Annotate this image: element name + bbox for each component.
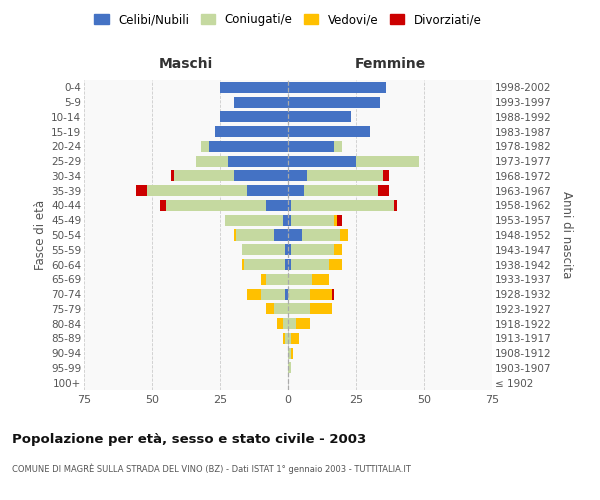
- Bar: [337, 214, 343, 226]
- Text: Femmine: Femmine: [355, 57, 425, 71]
- Bar: [136, 185, 146, 196]
- Bar: [288, 244, 291, 256]
- Bar: [288, 362, 291, 374]
- Bar: [174, 170, 233, 181]
- Bar: [209, 141, 288, 152]
- Bar: [340, 230, 348, 240]
- Bar: [304, 185, 378, 196]
- Bar: [288, 214, 291, 226]
- Bar: [247, 288, 261, 300]
- Bar: [378, 185, 389, 196]
- Bar: [283, 318, 288, 329]
- Text: Popolazione per età, sesso e stato civile - 2003: Popolazione per età, sesso e stato civil…: [12, 432, 366, 446]
- Bar: [296, 318, 310, 329]
- Bar: [291, 348, 293, 358]
- Bar: [310, 304, 332, 314]
- Bar: [291, 200, 394, 211]
- Bar: [302, 230, 340, 240]
- Bar: [285, 259, 288, 270]
- Bar: [261, 274, 266, 285]
- Bar: [310, 288, 332, 300]
- Bar: [220, 82, 288, 93]
- Bar: [288, 333, 291, 344]
- Bar: [288, 288, 310, 300]
- Bar: [233, 96, 288, 108]
- Bar: [146, 185, 247, 196]
- Bar: [266, 304, 274, 314]
- Bar: [288, 318, 296, 329]
- Bar: [334, 244, 343, 256]
- Bar: [291, 259, 329, 270]
- Bar: [288, 96, 380, 108]
- Bar: [247, 185, 288, 196]
- Bar: [288, 200, 291, 211]
- Bar: [277, 318, 283, 329]
- Bar: [288, 141, 334, 152]
- Legend: Celibi/Nubili, Coniugati/e, Vedovi/e, Divorziati/e: Celibi/Nubili, Coniugati/e, Vedovi/e, Di…: [89, 8, 487, 31]
- Bar: [201, 141, 209, 152]
- Bar: [334, 141, 343, 152]
- Bar: [244, 259, 285, 270]
- Bar: [283, 214, 288, 226]
- Bar: [288, 112, 350, 122]
- Bar: [394, 200, 397, 211]
- Bar: [274, 230, 288, 240]
- Y-axis label: Fasce di età: Fasce di età: [34, 200, 47, 270]
- Bar: [285, 333, 288, 344]
- Bar: [283, 333, 285, 344]
- Bar: [285, 288, 288, 300]
- Bar: [383, 170, 389, 181]
- Bar: [334, 214, 337, 226]
- Bar: [288, 126, 370, 137]
- Bar: [288, 259, 291, 270]
- Bar: [291, 333, 299, 344]
- Bar: [288, 185, 304, 196]
- Bar: [288, 156, 356, 166]
- Bar: [233, 170, 288, 181]
- Bar: [233, 230, 236, 240]
- Bar: [329, 259, 343, 270]
- Bar: [285, 244, 288, 256]
- Bar: [160, 200, 166, 211]
- Bar: [261, 288, 285, 300]
- Bar: [266, 274, 288, 285]
- Bar: [288, 170, 307, 181]
- Bar: [166, 200, 266, 211]
- Bar: [228, 156, 288, 166]
- Bar: [215, 126, 288, 137]
- Bar: [288, 82, 386, 93]
- Text: Maschi: Maschi: [159, 57, 213, 71]
- Bar: [236, 230, 274, 240]
- Bar: [288, 274, 313, 285]
- Bar: [171, 170, 174, 181]
- Bar: [196, 156, 228, 166]
- Bar: [274, 304, 288, 314]
- Bar: [242, 259, 244, 270]
- Bar: [266, 200, 288, 211]
- Bar: [291, 214, 334, 226]
- Bar: [220, 112, 288, 122]
- Bar: [313, 274, 329, 285]
- Bar: [288, 304, 310, 314]
- Bar: [288, 230, 302, 240]
- Text: COMUNE DI MAGRÈ SULLA STRADA DEL VINO (BZ) - Dati ISTAT 1° gennaio 2003 - TUTTIT: COMUNE DI MAGRÈ SULLA STRADA DEL VINO (B…: [12, 464, 411, 474]
- Bar: [307, 170, 383, 181]
- Bar: [242, 244, 285, 256]
- Bar: [226, 214, 283, 226]
- Bar: [356, 156, 419, 166]
- Bar: [291, 244, 334, 256]
- Bar: [332, 288, 334, 300]
- Y-axis label: Anni di nascita: Anni di nascita: [560, 192, 573, 278]
- Bar: [288, 348, 291, 358]
